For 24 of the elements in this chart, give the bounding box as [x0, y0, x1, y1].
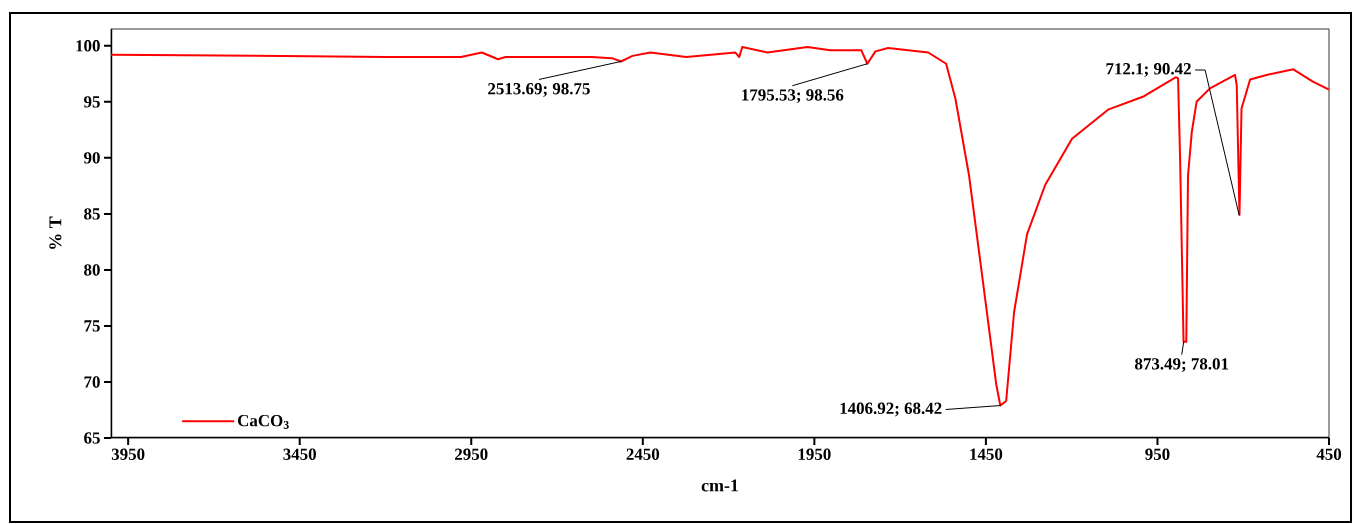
- y-tick-label: 80: [84, 264, 100, 276]
- y-tick-label: 85: [84, 208, 100, 220]
- x-tick-label: 1950: [798, 448, 831, 460]
- y-tick-label: 65: [84, 432, 100, 444]
- annotation: 712.1; 90.42: [1106, 63, 1191, 77]
- x-axis-title: cm-1: [701, 479, 738, 492]
- legend-label: CaCO$_{3}$: [237, 414, 289, 429]
- x-tick-label: 450: [1316, 448, 1342, 460]
- y-axis-title: % T: [49, 216, 62, 249]
- y-tick-label: 75: [84, 320, 100, 332]
- x-tick-label: 3450: [283, 448, 316, 460]
- x-tick-label: 3950: [111, 448, 145, 460]
- x-tick-label: 2450: [626, 448, 660, 460]
- y-tick-label: 70: [84, 376, 100, 388]
- x-tick-label: 950: [1145, 448, 1170, 460]
- x-tick-label: 1450: [970, 448, 1003, 460]
- annotation: 873.49; 78.01: [1135, 358, 1229, 373]
- y-tick-label: 100: [76, 40, 100, 52]
- annotation: 2513.69; 98.75: [488, 82, 590, 97]
- x-tick-label: 2950: [455, 448, 488, 460]
- y-tick-label: 90: [84, 152, 100, 164]
- y-tick-label: 95: [84, 96, 100, 108]
- annotation: 1406.92; 68.42: [840, 402, 942, 417]
- annotation: 1795.53; 98.56: [742, 89, 844, 104]
